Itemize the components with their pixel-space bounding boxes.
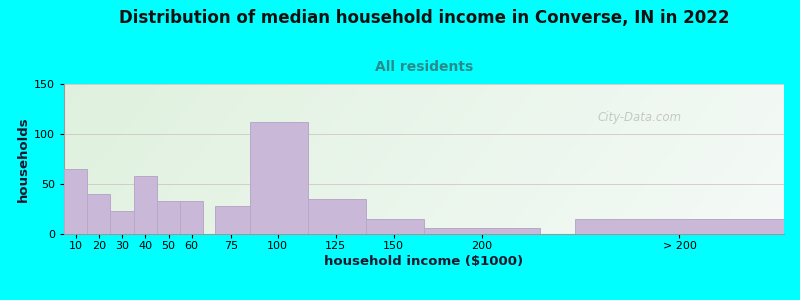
Bar xyxy=(134,176,157,234)
Y-axis label: households: households xyxy=(17,116,30,202)
Bar xyxy=(366,219,424,234)
Bar xyxy=(250,122,308,234)
Bar xyxy=(308,199,366,234)
Bar xyxy=(575,219,784,234)
Text: City-Data.com: City-Data.com xyxy=(598,110,682,124)
Bar xyxy=(157,201,180,234)
Text: All residents: All residents xyxy=(375,60,473,74)
Bar xyxy=(215,206,250,234)
Bar xyxy=(64,169,87,234)
Bar xyxy=(424,228,540,234)
Bar xyxy=(180,201,203,234)
Bar xyxy=(87,194,110,234)
Text: Distribution of median household income in Converse, IN in 2022: Distribution of median household income … xyxy=(118,9,730,27)
Bar xyxy=(110,211,134,234)
X-axis label: household income ($1000): household income ($1000) xyxy=(325,255,523,268)
